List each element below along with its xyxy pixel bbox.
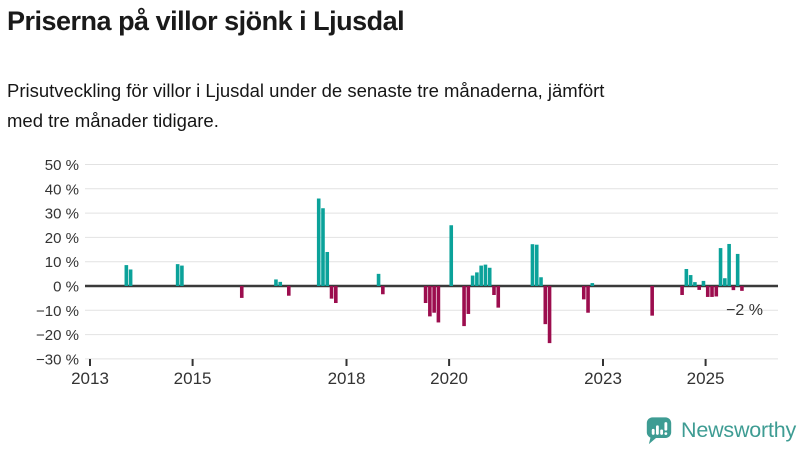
logo-bar-3 (660, 429, 664, 435)
y-axis-tick-label: 0 % (53, 279, 79, 296)
bar (723, 278, 727, 286)
bar (381, 286, 385, 295)
bar (286, 286, 291, 296)
bar (697, 286, 701, 290)
bar (470, 275, 475, 286)
bar (710, 286, 714, 297)
subtitle-line-1: Prisutveckling för villor i Ljusdal unde… (7, 80, 605, 101)
y-axis-tick-label: 30 % (45, 206, 79, 223)
bar (423, 286, 428, 304)
bar (731, 286, 736, 291)
bar (539, 277, 543, 286)
bar (479, 265, 483, 286)
x-axis-tick-label: 2025 (687, 369, 725, 388)
x-axis-tick-label: 2023 (584, 369, 622, 388)
bar (727, 243, 731, 286)
bar (680, 286, 684, 295)
bar (586, 286, 590, 313)
y-axis-tick-label: −30 % (36, 351, 79, 368)
newsworthy-bubble-chart-icon (646, 417, 672, 445)
bar (705, 286, 710, 297)
bar (316, 198, 321, 286)
y-axis-tick-label: −20 % (36, 327, 79, 344)
bar (432, 286, 436, 313)
logo-exclamation-bar (664, 422, 668, 431)
y-axis-tick-label: 40 % (45, 181, 79, 198)
bar (180, 265, 184, 286)
bar (701, 280, 706, 286)
bar (581, 286, 586, 300)
bar (321, 208, 325, 286)
bar (329, 286, 334, 299)
bar (278, 281, 283, 286)
bar (688, 275, 693, 286)
bar (650, 286, 654, 316)
bar (334, 286, 338, 304)
logo-bar-2 (656, 425, 659, 435)
bar (325, 251, 330, 286)
bar (436, 286, 441, 323)
bar (239, 286, 244, 298)
bar (684, 268, 689, 286)
bar (492, 286, 496, 295)
newsworthy-brand-name: Newsworthy (681, 417, 797, 442)
bar (487, 267, 492, 286)
bar (466, 286, 471, 314)
subtitle: Prisutveckling för villor i Ljusdal unde… (7, 76, 604, 136)
x-axis-tick-label: 2013 (71, 369, 109, 388)
bar (718, 248, 723, 286)
bar (740, 286, 744, 291)
bar (590, 283, 595, 286)
last-value-annotation: −2 % (726, 302, 763, 319)
bar (376, 273, 381, 286)
bar (462, 286, 466, 327)
y-axis-tick-label: 10 % (45, 254, 79, 271)
bar (534, 244, 539, 286)
headline: Priserna på villor sjönk i Ljusdal (7, 6, 405, 36)
bar (475, 272, 479, 286)
bar (124, 265, 129, 286)
x-axis-tick-label: 2015 (174, 369, 212, 388)
bar (543, 286, 548, 325)
bar (496, 286, 501, 308)
bar (735, 253, 740, 286)
x-axis-tick-label: 2018 (328, 369, 366, 388)
bar (530, 244, 535, 286)
bar (693, 282, 697, 286)
y-axis-tick-label: 20 % (45, 230, 79, 247)
x-axis-tick-label: 2020 (430, 369, 468, 388)
y-axis-tick-label: −10 % (36, 303, 79, 320)
bar (714, 286, 719, 297)
bar (175, 264, 180, 286)
y-axis-tick-label: 50 % (45, 157, 79, 174)
bar (128, 269, 133, 286)
logo-exclamation-dot (664, 432, 668, 435)
bar (547, 286, 552, 344)
newsworthy-logo[interactable]: Newsworthy (644, 414, 796, 446)
logo-bar-1 (651, 428, 655, 435)
bar (274, 279, 278, 286)
bar (428, 286, 432, 317)
bar (483, 264, 488, 286)
subtitle-line-2: med tre månader tidigare. (7, 110, 219, 131)
bar (449, 225, 454, 286)
